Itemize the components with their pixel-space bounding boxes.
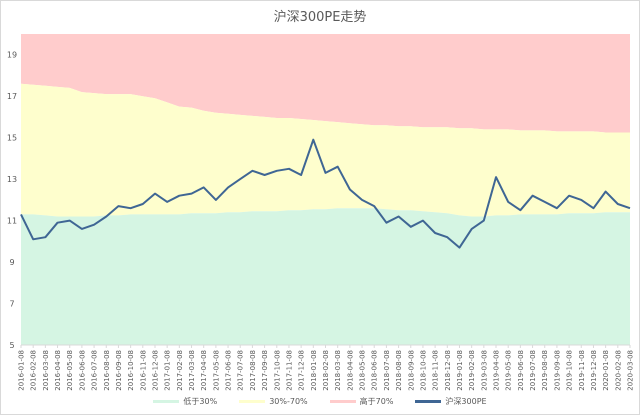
y-tick-label: 17 bbox=[7, 92, 17, 101]
y-tick-label: 7 bbox=[9, 300, 14, 309]
x-tick-label: 2016-09-08 bbox=[115, 350, 123, 391]
x-tick-label: 2018-01-08 bbox=[310, 350, 318, 391]
x-tick-label: 2019-08-08 bbox=[541, 350, 549, 391]
x-axis: 2016-01-08 2016-02-08 2016-03-08 2016-04-08… bbox=[18, 344, 635, 391]
x-tick-label: 2019-09-08 bbox=[553, 350, 561, 391]
x-tick-label: 2016-03-08 bbox=[42, 350, 50, 391]
x-tick-label: 2018-06-08 bbox=[371, 350, 379, 391]
x-tick-label: 2017-02-08 bbox=[176, 350, 184, 391]
band-mid bbox=[21, 83, 630, 217]
x-tick-label: 2017-01-08 bbox=[164, 350, 172, 391]
band-high bbox=[21, 34, 630, 133]
legend-swatch-high bbox=[329, 400, 356, 403]
x-tick-label: 2016-02-08 bbox=[30, 350, 38, 391]
y-tick-label: 13 bbox=[7, 175, 17, 184]
x-tick-label: 2018-03-08 bbox=[334, 350, 342, 391]
x-tick-label: 2018-12-08 bbox=[444, 350, 452, 391]
x-tick-label: 2016-10-08 bbox=[127, 350, 135, 391]
x-tick-label: 2019-11-08 bbox=[578, 350, 586, 391]
x-tick-label: 2017-05-08 bbox=[212, 350, 220, 391]
legend-label: 沪深300PE bbox=[445, 397, 487, 406]
x-tick-label: 2017-04-08 bbox=[200, 350, 208, 391]
x-tick-label: 2016-07-08 bbox=[91, 350, 99, 391]
chart-title: 沪深300PE走势 bbox=[273, 10, 367, 25]
x-tick-label: 2018-08-08 bbox=[395, 350, 403, 391]
x-tick-label: 2019-05-08 bbox=[505, 350, 513, 391]
x-tick-label: 2019-04-08 bbox=[493, 350, 501, 391]
legend-swatch-low bbox=[153, 400, 180, 403]
x-tick-label: 2016-11-08 bbox=[139, 350, 147, 391]
x-tick-label: 2019-10-08 bbox=[566, 350, 574, 391]
legend-label: 低于30% bbox=[183, 397, 218, 406]
x-tick-label: 2016-04-08 bbox=[54, 350, 62, 391]
x-tick-label: 2020-03-08 bbox=[627, 350, 635, 391]
x-tick-label: 2019-07-08 bbox=[529, 350, 537, 391]
pe-line bbox=[20, 138, 631, 249]
legend-item-mid[interactable]: 30%-70% bbox=[239, 396, 308, 407]
legend-label: 30%-70% bbox=[269, 397, 308, 406]
x-tick-label: 2018-10-08 bbox=[419, 350, 427, 391]
x-tick-label: 2019-03-08 bbox=[480, 350, 488, 391]
x-tick-label: 2018-07-08 bbox=[383, 350, 391, 391]
x-tick-label: 2016-06-08 bbox=[78, 350, 86, 391]
percentile-bands bbox=[21, 34, 630, 345]
band-low bbox=[21, 208, 630, 345]
x-tick-label: 2017-07-08 bbox=[237, 350, 245, 391]
legend-swatch-pe bbox=[415, 400, 442, 403]
y-tick-label: 9 bbox=[9, 258, 14, 267]
y-tick-label: 15 bbox=[7, 134, 17, 143]
x-tick-label: 2019-06-08 bbox=[517, 350, 525, 391]
x-tick-label: 2020-02-08 bbox=[614, 350, 622, 391]
legend-swatch-mid bbox=[239, 400, 266, 403]
x-tick-label: 2017-11-08 bbox=[286, 350, 294, 391]
x-tick-label: 2018-09-08 bbox=[407, 350, 415, 391]
legend-label: 高于70% bbox=[359, 397, 394, 406]
x-tick-label: 2017-10-08 bbox=[273, 350, 281, 391]
x-tick-label: 2019-02-08 bbox=[468, 350, 476, 391]
y-tick-label: 5 bbox=[9, 341, 14, 350]
x-tick-label: 2018-04-08 bbox=[346, 350, 354, 391]
x-tick-label: 2016-01-08 bbox=[18, 350, 26, 391]
x-tick-label: 2017-08-08 bbox=[249, 350, 257, 391]
legend-item-low[interactable]: 低于30% bbox=[153, 396, 217, 407]
x-tick-label: 2018-11-08 bbox=[432, 350, 440, 391]
x-tick-label: 2019-12-08 bbox=[590, 350, 598, 391]
x-tick-label: 2017-03-08 bbox=[188, 350, 196, 391]
x-tick-label: 2016-08-08 bbox=[103, 350, 111, 391]
x-tick-label: 2020-01-08 bbox=[602, 350, 610, 391]
x-tick-label: 2019-01-08 bbox=[456, 350, 464, 391]
legend: 低于30% 30%-70% 高于70% 沪深300PE bbox=[0, 396, 640, 407]
x-tick-label: 2016-05-08 bbox=[66, 350, 74, 391]
x-tick-label: 2016-12-08 bbox=[152, 350, 160, 391]
legend-item-high[interactable]: 高于70% bbox=[329, 396, 394, 407]
y-axis: 5 7 9 11 13 15 17 19 bbox=[7, 51, 17, 350]
x-tick-label: 2018-02-08 bbox=[322, 350, 330, 391]
x-tick-label: 2017-06-08 bbox=[225, 350, 233, 391]
legend-item-pe[interactable]: 沪深300PE bbox=[415, 396, 487, 407]
y-tick-label: 19 bbox=[7, 51, 17, 60]
y-tick-label: 11 bbox=[7, 217, 17, 226]
x-tick-label: 2017-12-08 bbox=[298, 350, 306, 391]
x-tick-label: 2017-09-08 bbox=[261, 350, 269, 391]
pe-series-line bbox=[20, 138, 631, 249]
x-tick-label: 2018-05-08 bbox=[359, 350, 367, 391]
